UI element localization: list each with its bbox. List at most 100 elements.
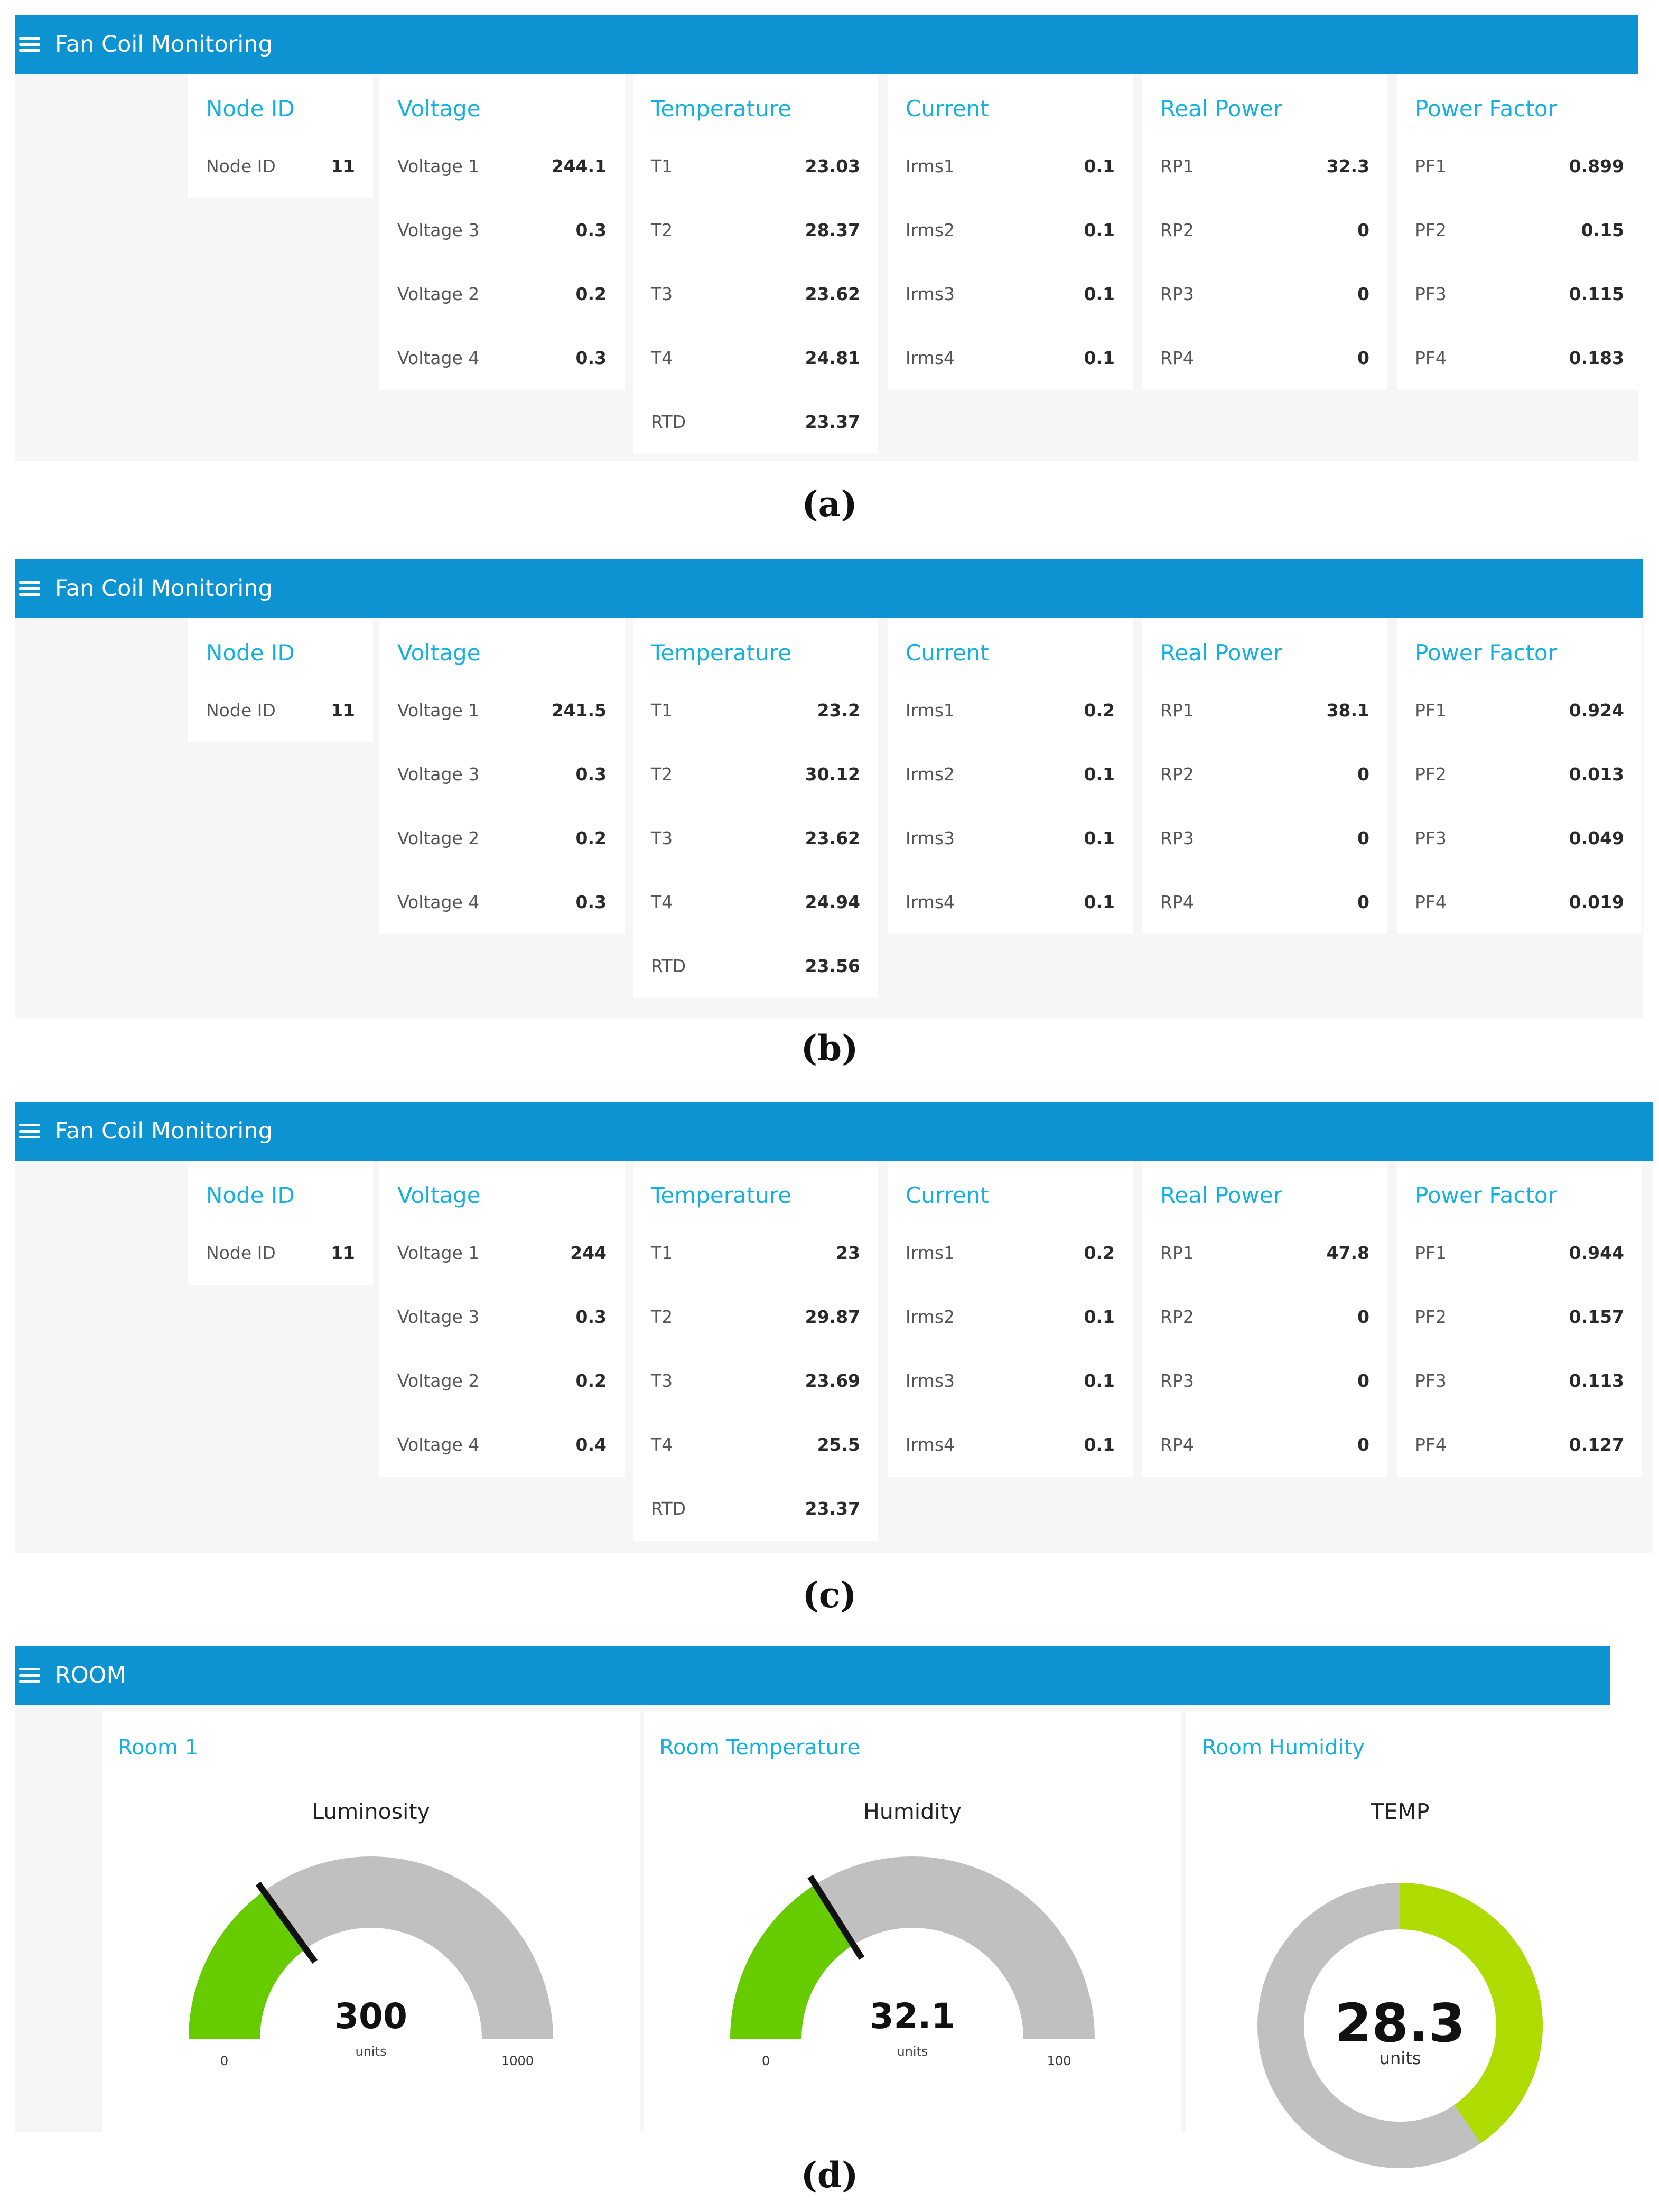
power-factor-group: Power Factor PF1 0.899 PF2 0.15 PF3 0.115 PF4 0.… — [1397, 74, 1642, 390]
row-label: PF3 — [1415, 284, 1447, 304]
row-label: PF2 — [1415, 1306, 1447, 1327]
hamburger-menu-icon[interactable] — [19, 37, 40, 52]
data-row: RP3 0 — [1160, 806, 1369, 870]
room-card: Room Temperature Humidity 32.1 units 0 100 — [644, 1711, 1181, 2197]
temperature-group: Temperature T1 23.2 T2 30.12 T3 23.62 T4 24.94 RT… — [633, 618, 878, 998]
fan-coil-monitoring-panel: Fan Coil Monitoring Node ID Node ID 11 Volta… — [15, 15, 1642, 461]
row-value: 0.183 — [1569, 348, 1624, 368]
real-power-group: Real Power RP1 47.8 RP2 0 RP3 0 RP4 0 — [1142, 1161, 1387, 1477]
data-row: Voltage 1 241.5 — [397, 678, 607, 742]
row-label: Node ID — [206, 1243, 276, 1263]
data-row: T3 23.62 — [651, 806, 860, 870]
row-label: RP3 — [1160, 828, 1194, 848]
row-value: 32.3 — [1326, 156, 1369, 176]
row-label: Voltage 1 — [397, 156, 480, 176]
row-value: 0.1 — [1084, 764, 1115, 785]
row-value: 23.62 — [805, 828, 860, 848]
gauge-needle — [807, 1874, 865, 1960]
row-value: 23.62 — [805, 284, 860, 304]
data-row: Voltage 4 0.3 — [397, 870, 607, 934]
row-label: Irms1 — [906, 156, 955, 176]
fan-coil-monitoring-panel: Fan Coil Monitoring Node ID Node ID 11 Volta… — [15, 1102, 1653, 1553]
row-value: 24.94 — [805, 892, 860, 912]
row-label: PF3 — [1415, 828, 1447, 848]
gauge-label: Luminosity — [312, 1799, 430, 1824]
row-value: 28.37 — [805, 220, 860, 240]
row-value: 0.3 — [575, 1306, 607, 1327]
row-label: T3 — [651, 1370, 673, 1391]
group-heading: Node ID — [206, 1182, 295, 1208]
row-value: 0 — [1357, 764, 1369, 785]
group-heading: Power Factor — [1415, 640, 1557, 666]
current-group: Current Irms1 0.2 Irms2 0.1 Irms3 0.1 Irms4 0.1 — [888, 618, 1133, 934]
row-label: Irms2 — [906, 764, 955, 785]
dashboard-title: Fan Coil Monitoring — [55, 1118, 273, 1144]
node-id-group: Node ID Node ID 11 — [188, 1161, 373, 1285]
row-label: PF2 — [1415, 764, 1447, 785]
row-value: 0.1 — [1084, 284, 1115, 304]
row-value: 0.1 — [1084, 220, 1115, 240]
row-label: RP3 — [1160, 284, 1194, 304]
hamburger-menu-icon[interactable] — [19, 581, 40, 596]
row-value: 0.1 — [1084, 892, 1115, 912]
row-label: T4 — [651, 348, 673, 368]
data-row: Irms3 0.1 — [906, 262, 1115, 326]
row-label: RTD — [651, 956, 686, 976]
data-row: Voltage 4 0.4 — [397, 1413, 607, 1477]
row-label: Irms4 — [906, 348, 955, 368]
group-heading: Temperature — [651, 1182, 792, 1208]
data-row: PF2 0.157 — [1415, 1285, 1624, 1349]
data-row: PF4 0.127 — [1415, 1413, 1624, 1477]
data-row: Voltage 3 0.3 — [397, 1285, 607, 1349]
gauge-units: units — [897, 2044, 928, 2059]
row-label: T1 — [651, 700, 673, 721]
data-row: PF2 0.15 — [1415, 198, 1624, 262]
node-id-group: Node ID Node ID 11 — [188, 618, 373, 742]
row-value: 0.2 — [575, 284, 607, 304]
row-label: RP1 — [1160, 1243, 1194, 1263]
gauge-max-label: 1000 — [501, 2054, 534, 2068]
data-row: PF4 0.183 — [1415, 326, 1624, 390]
data-row: Irms4 0.1 — [906, 326, 1115, 390]
node-id-row: Node ID 11 — [206, 1221, 355, 1285]
row-label: RP1 — [1160, 156, 1194, 176]
row-label: PF1 — [1415, 156, 1447, 176]
row-label: Irms1 — [906, 1243, 955, 1263]
row-label: Voltage 1 — [397, 700, 480, 721]
hamburger-menu-icon[interactable] — [19, 1668, 40, 1683]
header-bar: Fan Coil Monitoring — [15, 15, 1638, 74]
data-row: T3 23.62 — [651, 262, 860, 326]
row-value: 0.924 — [1569, 700, 1624, 721]
data-row: Voltage 3 0.3 — [397, 742, 607, 806]
data-row: RTD 23.37 — [651, 1477, 860, 1541]
data-row: T4 25.5 — [651, 1413, 860, 1477]
group-heading: Current — [906, 1182, 989, 1208]
row-value: 0.2 — [575, 1370, 607, 1391]
row-label: PF2 — [1415, 220, 1447, 240]
group-heading: Power Factor — [1415, 1182, 1557, 1208]
data-row: RP3 0 — [1160, 262, 1369, 326]
power-factor-group: Power Factor PF1 0.944 PF2 0.157 PF3 0.113 PF4 0… — [1397, 1161, 1642, 1477]
row-value: 241.5 — [551, 700, 607, 721]
row-label: T2 — [651, 220, 673, 240]
data-row: T2 28.37 — [651, 198, 860, 262]
row-value: 47.8 — [1326, 1243, 1369, 1263]
row-value: 0.944 — [1569, 1243, 1624, 1263]
data-row: PF3 0.049 — [1415, 806, 1624, 870]
row-value: 0.899 — [1569, 156, 1624, 176]
row-label: Irms3 — [906, 828, 955, 848]
hamburger-menu-icon[interactable] — [19, 1124, 40, 1138]
row-label: PF1 — [1415, 1243, 1447, 1263]
row-value: 0.2 — [575, 828, 607, 848]
row-label: T3 — [651, 828, 673, 848]
data-row: T2 29.87 — [651, 1285, 860, 1349]
data-row: RP1 47.8 — [1160, 1221, 1369, 1285]
row-label: PF3 — [1415, 1370, 1447, 1391]
row-label: Irms2 — [906, 220, 955, 240]
voltage-group: Voltage Voltage 1 244.1 Voltage 3 0.3 Voltage… — [379, 74, 625, 390]
row-value: 0.113 — [1569, 1370, 1624, 1391]
row-label: RTD — [651, 412, 686, 432]
figure-caption: (b) — [800, 1028, 859, 1069]
gauge-needle — [255, 1881, 318, 1964]
